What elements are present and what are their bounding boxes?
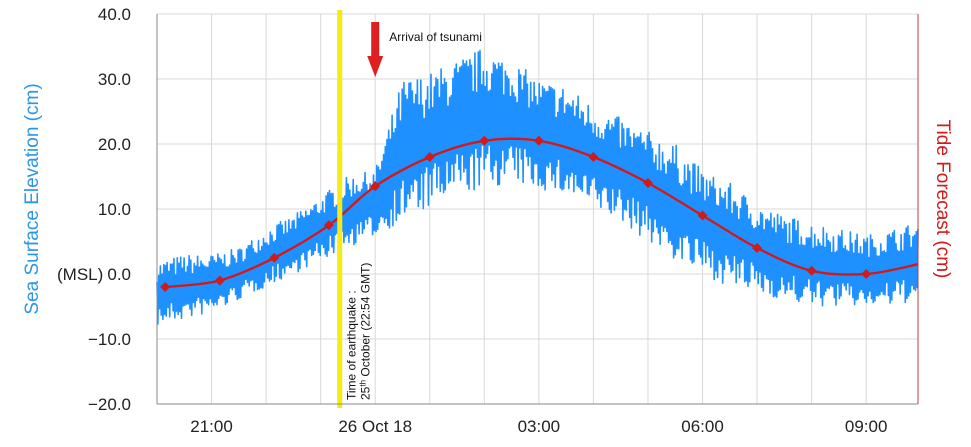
- tide-forecast-point: [424, 152, 435, 162]
- x-tick-labels: 21:00 26 Oct 18 03:00 06:00 09:00: [190, 417, 887, 436]
- x-tick-label: 21:00: [190, 417, 233, 436]
- tsunami-arrow-head: [367, 56, 384, 77]
- y-tick-label: 0.0: [107, 265, 131, 284]
- msl-label: (MSL): [57, 265, 103, 284]
- x-tick-label: 06:00: [681, 417, 724, 436]
- tide-forecast-point: [479, 135, 490, 146]
- tide-forecast-point: [533, 135, 544, 146]
- tsunami-arrival-annotation: Arrival of tsunami: [367, 22, 482, 77]
- earthquake-label-rest: October (22:54 GMT): [359, 263, 373, 380]
- tide-forecast-point: [370, 181, 381, 192]
- tide-forecast-point: [269, 252, 280, 263]
- tide-forecast-point: [697, 210, 708, 221]
- earthquake-label-day: 25: [359, 386, 373, 400]
- plot-frame: [156, 14, 919, 405]
- y-tick-label: 10.0: [98, 200, 131, 219]
- tide-forecast-point: [642, 178, 653, 188]
- observed-sea-level-series: [156, 49, 919, 325]
- tide-forecast-point: [861, 269, 872, 279]
- tide-forecast-point: [806, 265, 817, 276]
- tsunami-arrival-label: Arrival of tsunami: [389, 30, 482, 44]
- observed-sea-level-line: [156, 49, 919, 325]
- tide-forecast-point: [214, 275, 225, 286]
- y-tick-label: 40.0: [98, 5, 131, 24]
- left-axis-title: Sea Surface Elevation (cm): [22, 83, 43, 314]
- tide-forecast-point: [752, 243, 763, 253]
- earthquake-label-suffix: th: [359, 380, 368, 387]
- tide-forecast-point: [160, 282, 171, 292]
- right-axis-title: Tide Forecast (cm): [932, 120, 953, 279]
- y-tick-label: 30.0: [98, 70, 131, 89]
- x-tick-label: 03:00: [518, 417, 561, 436]
- tide-forecast-point: [588, 152, 599, 162]
- tide-forecast-point: [323, 220, 334, 231]
- tide-forecast-series: [160, 135, 919, 292]
- tsunami-arrow-shaft: [371, 22, 380, 58]
- earthquake-time-label: Time of earthquake : 25th October (22:54…: [345, 263, 373, 400]
- x-tick-label: 26 Oct 18: [338, 417, 412, 436]
- x-tick-label: 09:00: [845, 417, 888, 436]
- y-tick-label: −10.0: [88, 330, 131, 349]
- grid-lines: [156, 13, 918, 405]
- y-tick-labels: 40.0 30.0 20.0 10.0 0.0 −10.0 −20.0: [88, 5, 131, 414]
- earthquake-label-line1: Time of earthquake :: [345, 290, 359, 400]
- earthquake-annotation: Time of earthquake : 25th October (22:54…: [337, 10, 373, 408]
- y-tick-label: −20.0: [88, 395, 131, 414]
- y-tick-label: 20.0: [98, 135, 131, 154]
